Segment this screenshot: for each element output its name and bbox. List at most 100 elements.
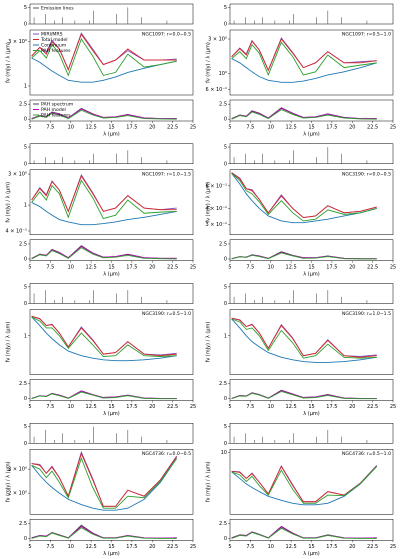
axes: 0 2.5 5 7.5 10 12.5 15 17.5 20 22.5 25 [219, 99, 396, 131]
x-tick-label: 17.5 [326, 404, 337, 410]
x-tick-label: 10 [68, 404, 74, 410]
series-line [31, 38, 177, 77]
x-tick-label: 12.5 [286, 125, 297, 131]
y-tick-label: 0 [24, 396, 27, 402]
x-tick-label: 25 [390, 264, 396, 270]
y-tick-label: 2.5 [219, 381, 227, 387]
x-tick-label: 5 [28, 264, 31, 270]
legend-label: MIRI/MRS [41, 32, 63, 38]
y-axis-label: fν (mJy) / λ (μm) [206, 461, 212, 502]
x-tick-label: 17.5 [326, 544, 337, 550]
y-tick-label: 2.5 [19, 521, 27, 527]
axes-frame [29, 309, 194, 375]
series-line [231, 466, 378, 504]
y-tick-label: 4 × 10⁻¹ [5, 228, 27, 234]
x-tick-label: 25 [390, 404, 396, 410]
legend-label: PAH model [41, 107, 66, 113]
series-line [31, 247, 177, 260]
panel-title: NGC1097: r=0.0−0.5 [142, 32, 191, 38]
axes-frame [29, 143, 194, 164]
y-tick-label: 6 × 10⁻¹ [205, 183, 227, 189]
axes-frame [29, 3, 194, 25]
y-tick-label: 3 × 10⁻¹ [205, 222, 227, 228]
x-tick-label: 25 [190, 264, 196, 270]
x-tick-label: 15 [308, 264, 314, 270]
axes: 05 [24, 3, 194, 28]
x-tick-label: 7.5 [246, 264, 254, 270]
series-line [231, 41, 377, 77]
axes: 10 [221, 449, 394, 515]
x-tick-label: 10 [68, 264, 74, 270]
y-tick-label: 0 [24, 161, 27, 167]
axes: 05 [224, 3, 394, 28]
x-tick-label: 7.5 [246, 544, 254, 550]
y-tick-label: 2.5 [219, 521, 227, 527]
series-line [231, 318, 377, 359]
panel-title: NGC4736: r=0.0−0.5 [142, 451, 191, 457]
y-tick-label: 1 [24, 203, 27, 209]
x-tick-label: 10 [68, 125, 74, 131]
x-tick-label: 22.5 [167, 264, 178, 270]
axes: 05 [24, 143, 194, 167]
series-line [231, 109, 377, 120]
y-tick-label: 0 [224, 256, 227, 262]
series-line [31, 175, 177, 213]
axes-frame [29, 29, 194, 96]
y-tick-label: 5 [24, 424, 27, 430]
y-tick-label: 0 [224, 396, 227, 402]
x-tick-label: 15 [108, 404, 114, 410]
x-tick-label: 22.5 [367, 544, 378, 550]
series-line [31, 108, 177, 120]
x-axis-label: λ (μm) [303, 271, 320, 277]
legend-label: PAH spectrum [41, 102, 74, 108]
x-tick-label: 20 [349, 404, 355, 410]
x-tick-label: 15 [308, 125, 314, 131]
y-axis-label: fν (mJy) / λ (μm) [6, 42, 12, 83]
axes: 0 2.5 5 7.5 10 12.5 15 17.5 20 22.5 25 [19, 379, 196, 410]
x-tick-label: 10 [68, 544, 74, 550]
legend-label: PAH features [41, 48, 71, 54]
axes-frame [229, 519, 394, 541]
x-tick-label: 10 [268, 264, 274, 270]
x-axis-label: λ (μm) [103, 551, 120, 557]
y-tick-label: 1 [224, 333, 227, 339]
x-axis-label: λ (μm) [303, 132, 320, 138]
axes: 1 3 × 10⁰ [8, 29, 194, 96]
panel-title: NGC4736: r=0.5−1.0 [342, 451, 391, 457]
y-tick-label: 0 [24, 536, 27, 542]
axes-frame [229, 3, 394, 25]
x-tick-label: 20 [349, 264, 355, 270]
x-tick-label: 12.5 [286, 544, 297, 550]
x-tick-label: 12.5 [286, 264, 297, 270]
axes: 3 × 10⁻¹ 4 × 10⁻¹ 6 × 10⁻¹ [205, 169, 394, 235]
panel-title: NGC1097: r=1.0−1.5 [142, 171, 191, 177]
y-tick-label: 10⁰ [219, 71, 227, 77]
axes-frame [29, 283, 194, 304]
x-tick-label: 7.5 [46, 404, 54, 410]
axes: 2 × 10⁰ 3 × 10⁰ [8, 449, 194, 515]
series-line [31, 109, 177, 120]
axes-frame [29, 449, 194, 515]
y-tick-label: 0 [24, 256, 27, 262]
y-tick-label: 5 [224, 145, 227, 151]
y-tick-label: 1 [24, 83, 27, 89]
x-tick-label: 5 [228, 264, 231, 270]
axes-frame [29, 519, 194, 541]
series-line [31, 457, 178, 509]
y-tick-label: 3 × 10⁰ [8, 467, 27, 473]
x-tick-label: 22.5 [367, 264, 378, 270]
x-tick-label: 20 [149, 125, 155, 131]
x-axis-label: λ (μm) [103, 411, 120, 417]
axes-frame [229, 283, 394, 304]
x-tick-label: 12.5 [86, 264, 97, 270]
x-tick-label: 12.5 [86, 404, 97, 410]
x-tick-label: 22.5 [367, 125, 378, 131]
x-tick-label: 5 [28, 544, 31, 550]
y-tick-label: 0 [24, 441, 27, 447]
y-tick-label: 0 [224, 22, 227, 28]
series-line [231, 252, 377, 260]
y-axis-label: fν (mJy) / λ (μm) [6, 461, 12, 502]
y-axis-label: fν (mJy) / λ (μm) [206, 42, 212, 83]
axes-frame [29, 169, 194, 235]
x-tick-label: 7.5 [46, 264, 54, 270]
